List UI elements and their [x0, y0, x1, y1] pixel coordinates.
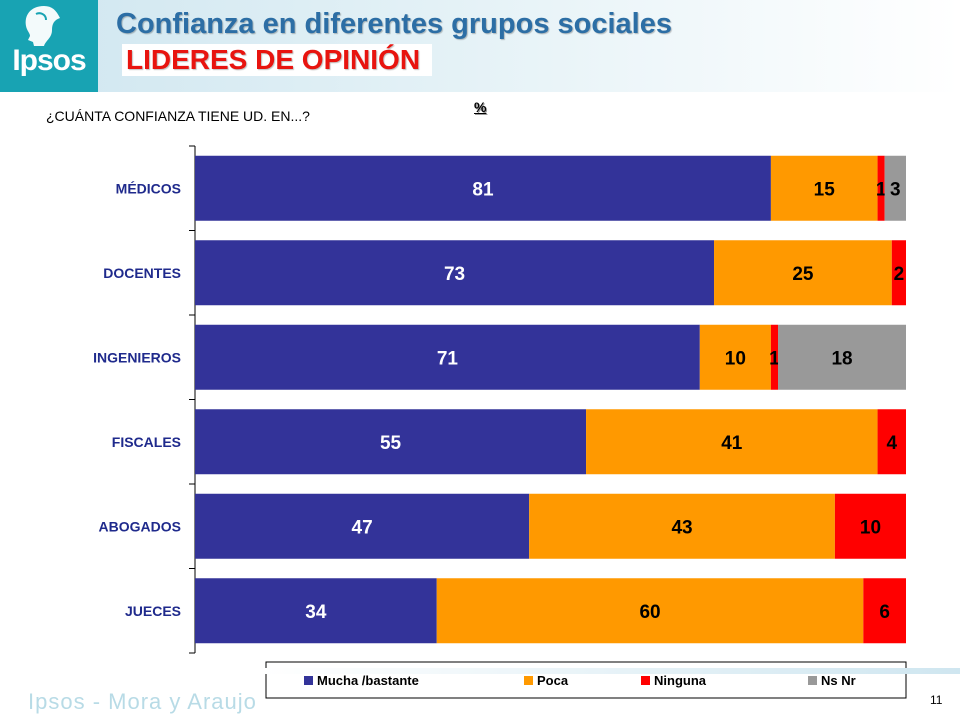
footer-line — [260, 668, 960, 674]
data-label: 4 — [886, 433, 897, 454]
legend-label: Ninguna — [654, 673, 707, 688]
page-number: 11 — [930, 693, 943, 707]
data-label: 18 — [831, 348, 852, 369]
data-label: 1 — [876, 179, 887, 200]
data-label: 3 — [890, 179, 901, 200]
bar-segment — [436, 578, 864, 644]
bar-segment — [834, 493, 906, 559]
bar-segment — [699, 324, 771, 390]
bar-segment — [891, 240, 906, 306]
legend-swatch — [524, 676, 533, 685]
data-label: 41 — [721, 433, 743, 454]
data-label: 47 — [352, 517, 373, 538]
bar-segment — [195, 409, 587, 475]
bar-segment — [195, 493, 530, 559]
bar-segment — [714, 240, 892, 306]
data-label: 25 — [792, 264, 814, 285]
ipsos-logo: Ipsos — [0, 0, 98, 92]
data-label: 60 — [639, 602, 660, 623]
category-label: ABOGADOS — [99, 518, 181, 534]
category-label: MÉDICOS — [116, 180, 181, 196]
bar-segment — [195, 324, 700, 390]
logo-text: Ipsos — [12, 44, 86, 77]
data-label: 15 — [814, 179, 836, 200]
bar-segment — [770, 155, 878, 221]
data-label: 43 — [671, 517, 692, 538]
data-label: 34 — [305, 602, 327, 623]
bar-segment — [778, 324, 906, 390]
bar-segment — [770, 324, 779, 390]
legend-swatch — [641, 676, 650, 685]
category-label: INGENIEROS — [93, 349, 181, 365]
page-subtitle: LIDERES DE OPINIÓN — [122, 44, 433, 76]
bar-segment — [884, 155, 906, 221]
category-label: FISCALES — [112, 434, 181, 450]
profile-head-icon — [25, 6, 60, 46]
data-label: 6 — [879, 602, 890, 623]
category-label: DOCENTES — [103, 265, 181, 281]
bar-segment — [529, 493, 835, 559]
unit-label: % — [474, 99, 487, 115]
data-label: 81 — [472, 179, 494, 200]
bar-segment — [195, 240, 715, 306]
bar-segment — [586, 409, 878, 475]
bar-segment — [195, 578, 437, 644]
bar-segment — [877, 155, 885, 221]
legend-label: Mucha /bastante — [317, 673, 419, 688]
bar-segment — [877, 409, 906, 475]
footer-brand: Ipsos - Mora y Araujo — [28, 689, 257, 714]
legend-label: Poca — [537, 673, 569, 688]
data-label: 1 — [769, 348, 780, 369]
legend-swatch — [808, 676, 817, 685]
data-label: 2 — [894, 264, 905, 285]
bar-segment — [195, 155, 771, 221]
category-label: JUECES — [125, 603, 181, 619]
page-title: Confianza en diferentes grupos sociales — [116, 8, 672, 40]
legend-label: Ns Nr — [821, 673, 856, 688]
survey-question: ¿CUÁNTA CONFIANZA TIENE UD. EN...? — [46, 108, 310, 124]
bar-segment — [863, 578, 906, 644]
data-label: 71 — [437, 348, 459, 369]
data-label: 10 — [725, 348, 746, 369]
data-label: 73 — [444, 264, 465, 285]
data-label: 55 — [380, 433, 402, 454]
data-label: 10 — [860, 517, 881, 538]
legend-swatch — [304, 676, 313, 685]
